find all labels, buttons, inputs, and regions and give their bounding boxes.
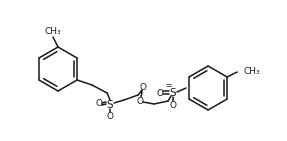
Text: O: O <box>170 101 177 110</box>
Text: O: O <box>156 89 164 97</box>
Text: S: S <box>170 88 177 98</box>
Text: =: = <box>165 81 171 91</box>
Text: O: O <box>96 99 102 107</box>
Text: CH₃: CH₃ <box>243 67 260 75</box>
Text: O: O <box>139 82 147 92</box>
Text: CH₃: CH₃ <box>45 27 61 36</box>
Text: O: O <box>106 112 114 121</box>
Text: O: O <box>137 96 144 105</box>
Text: S: S <box>107 100 113 110</box>
